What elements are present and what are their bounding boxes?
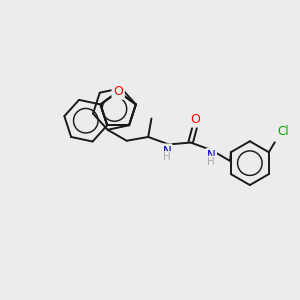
Text: Cl: Cl (278, 125, 290, 138)
Text: H: H (163, 152, 171, 162)
Text: O: O (113, 85, 123, 98)
Text: O: O (190, 113, 200, 126)
Text: N: N (207, 149, 215, 163)
Text: N: N (162, 145, 171, 158)
Text: H: H (207, 157, 215, 167)
Text: O: O (113, 85, 123, 98)
